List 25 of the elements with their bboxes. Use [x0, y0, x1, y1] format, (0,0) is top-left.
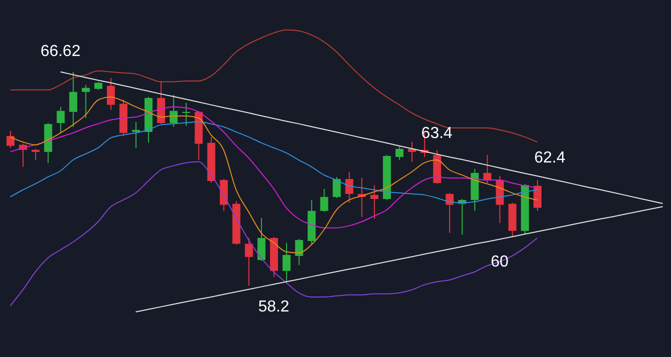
candlestick — [446, 192, 454, 234]
candlestick — [345, 171, 354, 204]
candlestick — [257, 217, 266, 262]
annotation: 58.2 — [258, 298, 290, 316]
candlestick — [483, 154, 492, 184]
candlestick — [132, 122, 140, 148]
annotation: 62.4 — [534, 150, 566, 167]
candlestick — [170, 94, 178, 128]
candlestick — [69, 71, 78, 128]
candlestick — [182, 102, 190, 126]
candlestick — [395, 146, 404, 160]
candlestick — [244, 237, 253, 286]
annotation: 66.62 — [40, 42, 81, 60]
candlestick — [295, 238, 304, 266]
candlestick — [533, 180, 542, 212]
candlestick — [320, 188, 328, 212]
candlestick — [82, 84, 90, 118]
candlestick — [32, 148, 40, 160]
candlestick — [370, 184, 378, 220]
annotation: 63.4 — [421, 125, 453, 142]
candlestick — [332, 176, 341, 198]
candlestick — [282, 242, 291, 282]
candlestick — [106, 77, 115, 110]
candlestick — [6, 130, 15, 148]
candlestick — [56, 106, 65, 134]
